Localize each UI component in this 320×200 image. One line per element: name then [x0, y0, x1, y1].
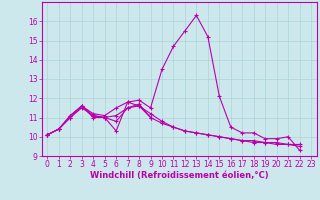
- X-axis label: Windchill (Refroidissement éolien,°C): Windchill (Refroidissement éolien,°C): [90, 171, 268, 180]
